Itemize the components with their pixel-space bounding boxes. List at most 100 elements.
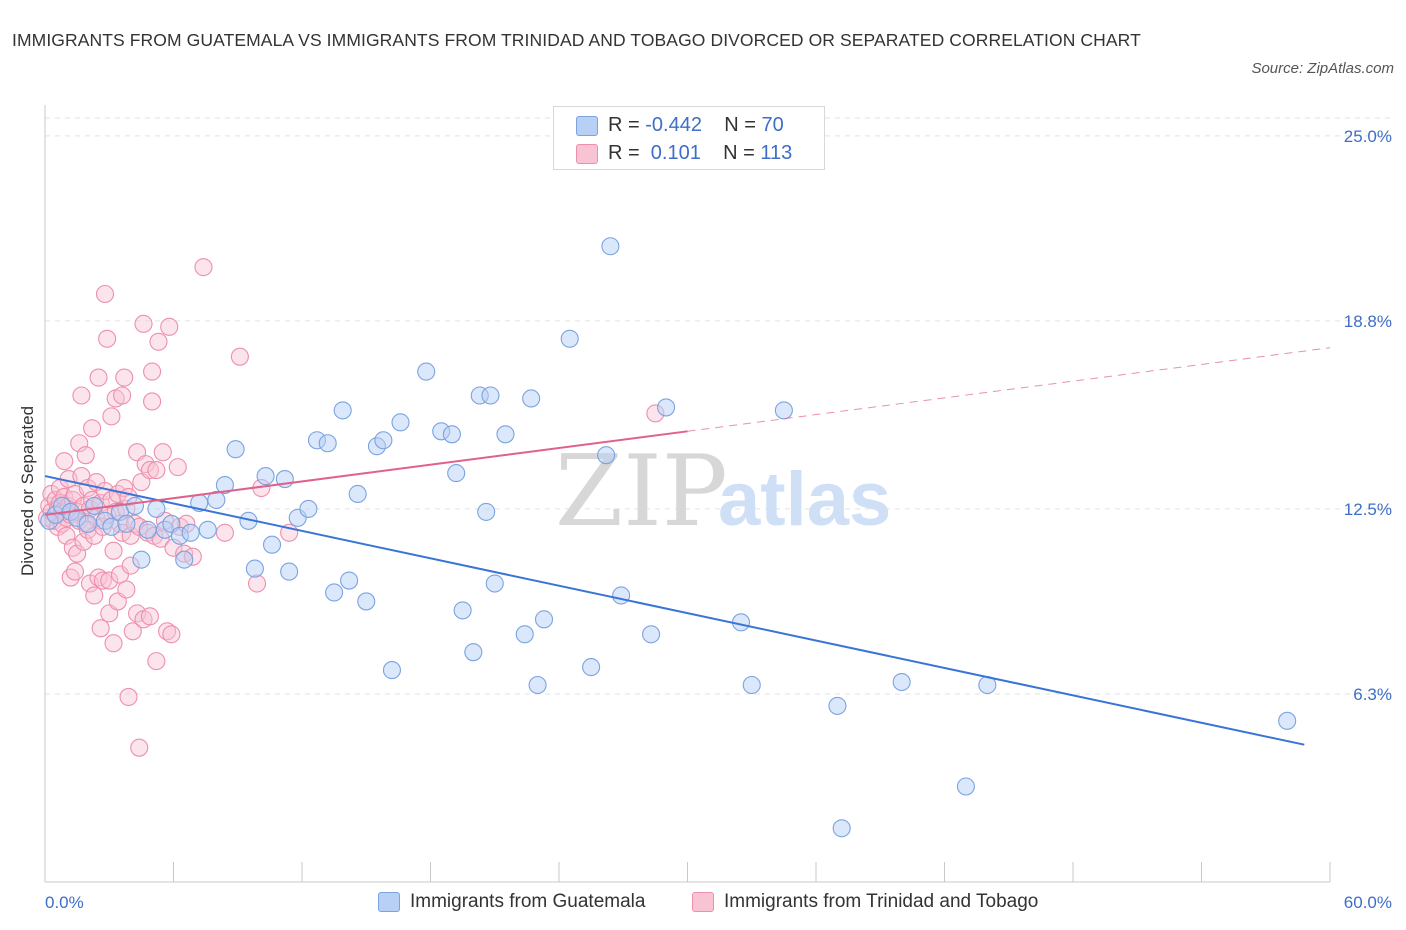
- correlation-legend: R = -0.442 N = 70 R = 0.101 N = 113: [553, 106, 825, 170]
- legend-r-label: R =: [608, 114, 646, 136]
- blue-point: [515, 625, 534, 644]
- y-tick-label: 25.0%: [1344, 127, 1392, 146]
- blue-point: [299, 499, 318, 518]
- pink-point: [168, 458, 187, 477]
- pink-point: [162, 625, 181, 644]
- legend-swatch-blue: [576, 116, 598, 136]
- pink-point: [123, 622, 142, 641]
- pink-point: [194, 258, 213, 277]
- pink-point: [119, 687, 138, 706]
- blue-point: [828, 696, 847, 715]
- blue-point: [832, 819, 851, 838]
- blue-point: [453, 601, 472, 620]
- pink-point: [95, 284, 115, 304]
- blue-point: [262, 535, 282, 554]
- blue-point: [481, 386, 500, 405]
- pink-point: [89, 368, 108, 387]
- y-tick-label: 18.8%: [1344, 312, 1392, 331]
- pink-point: [149, 332, 168, 351]
- trend-lines: [44, 347, 1331, 746]
- blue-point: [477, 502, 496, 521]
- blue-point: [522, 389, 541, 408]
- blue-point: [612, 586, 631, 605]
- pink-point: [143, 362, 162, 381]
- pink-point: [153, 443, 172, 462]
- pink-point: [55, 452, 74, 471]
- legend-n-label: N =: [723, 142, 761, 164]
- pink-point: [91, 619, 110, 638]
- tick-labels: 6.3% 12.5% 18.8% 25.0% 0.0% 60.0% Divorced or …: [18, 127, 1392, 912]
- blue-point: [374, 431, 393, 450]
- blue-point: [340, 571, 359, 590]
- y-tick-label: 12.5%: [1344, 500, 1392, 519]
- blue-point: [774, 401, 793, 420]
- blue-point: [534, 610, 554, 629]
- blue-point: [956, 777, 975, 796]
- blue-point: [1278, 711, 1297, 730]
- blue-point: [102, 517, 121, 536]
- pink-point: [72, 386, 91, 405]
- gridlines: [45, 117, 1392, 695]
- legend-r-label: R =: [608, 142, 646, 164]
- pink-point: [113, 386, 132, 405]
- blue-point: [132, 550, 151, 569]
- blue-point: [892, 672, 911, 692]
- blue-point: [485, 574, 504, 593]
- x-tick-label: 60.0%: [1344, 893, 1392, 912]
- pink-point: [140, 461, 159, 480]
- pink-point: [147, 652, 166, 671]
- pink-point: [98, 329, 117, 348]
- pink-point: [104, 634, 123, 653]
- blue-point: [560, 329, 579, 348]
- blue-point: [464, 643, 483, 662]
- blue-point: [348, 484, 367, 504]
- legend-r-value: -0.442: [645, 114, 702, 136]
- trend-line-trinidad: [44, 430, 688, 516]
- x-tick-label: 0.0%: [45, 893, 84, 912]
- pink-point: [85, 586, 104, 605]
- blue-point: [601, 237, 620, 256]
- pink-point: [247, 574, 267, 593]
- blue-point: [582, 658, 601, 677]
- pink-point: [115, 368, 134, 387]
- blue-point: [642, 625, 661, 644]
- pink-point: [100, 571, 119, 590]
- trend-line-trinidad-extension: [687, 347, 1331, 432]
- blue-point: [333, 401, 352, 420]
- legend-swatch-pink: [576, 144, 598, 164]
- blue-point: [742, 675, 761, 695]
- pink-point: [215, 523, 234, 542]
- blue-point: [198, 520, 217, 539]
- watermark-atlas: atlas: [718, 457, 891, 542]
- pink-point: [140, 607, 159, 626]
- blue-point: [117, 514, 136, 533]
- legend-n-value: 70: [761, 114, 784, 136]
- blue-point: [85, 496, 104, 515]
- pink-point: [134, 314, 153, 333]
- chart-title: IMMIGRANTS FROM GUATEMALA VS IMMIGRANTS …: [12, 30, 1141, 50]
- pink-point: [117, 580, 136, 599]
- pink-point: [93, 571, 112, 590]
- y-axis-title: Divorced or Separated: [18, 406, 37, 576]
- pink-point: [143, 392, 162, 411]
- blue-point: [391, 413, 410, 432]
- pink-point: [130, 738, 149, 757]
- blue-point: [657, 398, 676, 417]
- blue-point: [181, 523, 200, 542]
- blue-point: [417, 362, 436, 381]
- pink-point: [76, 446, 95, 465]
- series-name-trinidad: Immigrants from Trinidad and Tobago: [724, 891, 1039, 912]
- pink-point: [104, 541, 123, 560]
- blue-point: [597, 446, 616, 465]
- blue-point: [447, 464, 466, 483]
- blue-point: [325, 583, 344, 602]
- legend-r-value: 0.101: [645, 142, 701, 164]
- pink-point: [230, 347, 249, 366]
- watermark-zip: ZIP: [555, 435, 728, 549]
- blue-point: [78, 514, 97, 533]
- series-swatch-pink: [692, 892, 714, 912]
- blue-point: [175, 550, 194, 569]
- legend-n-label: N =: [724, 114, 762, 136]
- blue-point: [125, 496, 144, 515]
